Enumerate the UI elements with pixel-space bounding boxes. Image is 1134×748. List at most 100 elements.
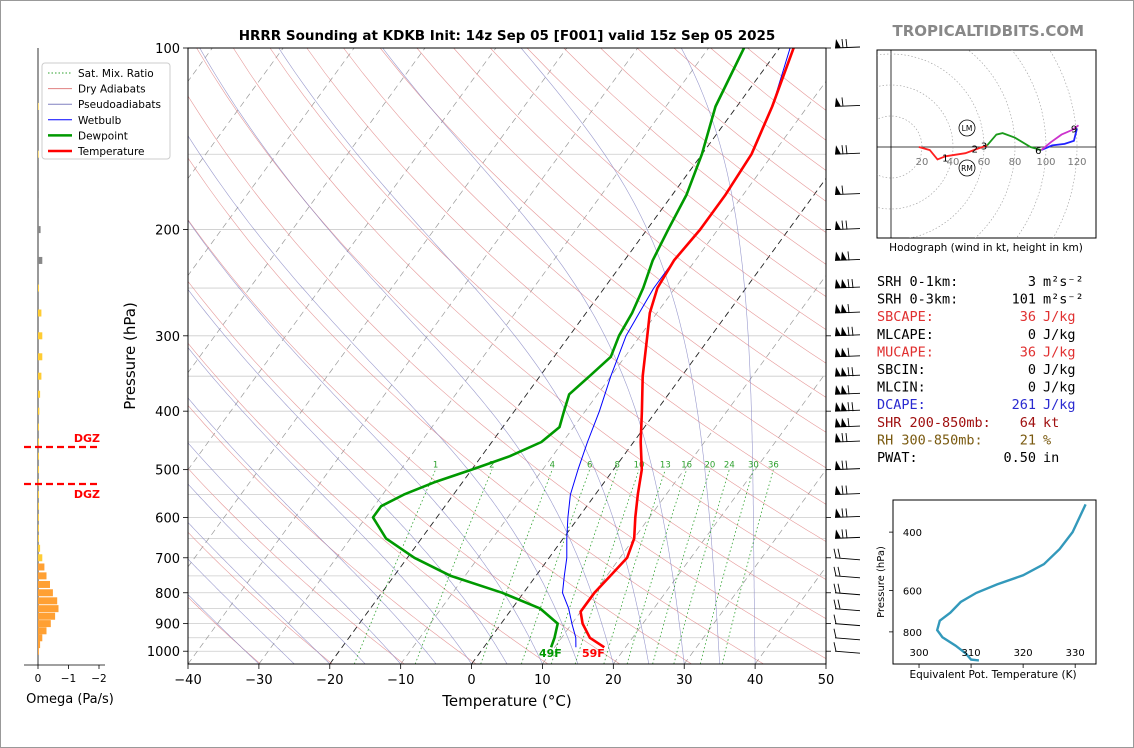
wind-barb	[834, 251, 861, 261]
isotherm	[471, 177, 826, 664]
theta-x-tick-label: 320	[1014, 648, 1033, 659]
legend-label: Dry Adiabats	[78, 84, 146, 96]
index-label: MUCAPE:	[877, 344, 934, 360]
legend: Sat. Mix. Ratio Dry Adiabats Pseudoadiabat…	[41, 62, 171, 160]
index-label: SRH 0-3km:	[877, 292, 958, 308]
hodograph-height-label: 2	[972, 145, 978, 156]
omega-bar	[38, 452, 39, 460]
wind-barb	[834, 367, 861, 377]
mixing-ratio-line	[673, 469, 730, 664]
index-unit: J/kg	[1043, 397, 1076, 413]
omega-bar	[38, 589, 53, 597]
isotherm	[188, 48, 638, 664]
hodograph-ring	[1049, 50, 1078, 238]
wind-barb	[833, 614, 861, 627]
omega-xlabel: Omega (Pa/s)	[26, 692, 114, 707]
wind-barb	[834, 303, 861, 314]
omega-bar	[38, 284, 39, 292]
wind-barb	[833, 628, 861, 641]
hodograph-ring	[877, 84, 954, 210]
omega-bar	[38, 641, 41, 649]
index-value: 36	[1020, 344, 1036, 360]
mixing-ratio-line	[603, 469, 666, 664]
dry-adiabat	[343, 48, 826, 469]
theta-x-tick-label: 310	[962, 648, 981, 659]
theta-e-ylabel: Pressure (hPa)	[876, 546, 887, 618]
mixing-ratio-label: 6	[587, 461, 592, 471]
pseudo-adiabat	[188, 347, 472, 664]
wind-barb	[834, 185, 861, 196]
y-tick-label: 200	[155, 224, 180, 239]
index-label: PWAT:	[877, 450, 918, 466]
hodograph-height-label: 9	[1071, 124, 1077, 135]
y-tick-label: 700	[155, 552, 180, 567]
dry-adiabat	[306, 48, 826, 505]
pseudo-adiabat	[188, 442, 401, 664]
wind-barb	[833, 642, 861, 654]
isotherm	[188, 48, 568, 568]
omega-bar	[38, 256, 43, 264]
wind-barb	[834, 418, 861, 428]
wind-barb	[834, 432, 861, 443]
hodograph-caption: Hodograph (wind in kt, height in km)	[889, 242, 1083, 254]
omega-bar	[38, 150, 39, 158]
pseudo-adiabat	[278, 48, 650, 664]
index-label: SRH 0-1km:	[877, 274, 958, 290]
dewpoint-line	[371, 48, 746, 648]
mixing-ratio-label: 10	[634, 461, 645, 471]
pseudo-adiabat	[520, 48, 720, 664]
isotherm	[188, 48, 355, 277]
dry-adiabat	[490, 48, 826, 330]
legend-label: Wetbulb	[78, 115, 122, 127]
index-value: 0	[1028, 327, 1036, 343]
dry-adiabat	[233, 48, 826, 580]
hodograph-ring-label: 120	[1067, 157, 1086, 168]
index-label: MLCIN:	[877, 380, 926, 396]
hodograph-trace	[918, 146, 946, 161]
omega-bar	[38, 647, 39, 655]
dry-adiabat	[188, 95, 826, 659]
omega-bar	[38, 102, 39, 110]
theta-x-tick-label: 300	[909, 648, 928, 659]
omega-bar	[38, 332, 43, 340]
mixing-ratio-label: 30	[748, 461, 759, 471]
omega-bar	[38, 605, 59, 613]
dry-adiabat	[379, 48, 826, 433]
pseudo-adiabat	[188, 135, 579, 664]
pseudo-adiabat	[382, 48, 685, 664]
omega-bar	[38, 563, 45, 571]
mixing-ratio-label: 20	[705, 461, 716, 471]
hodograph-ring-label: 40	[947, 157, 960, 168]
omega-panel: DGZ DGZ 0 −1 −2 Omega (Pa/s)	[24, 48, 114, 707]
mixing-ratio-label: 4	[550, 461, 555, 471]
omega-tick-label: −1	[61, 673, 76, 685]
index-label: SBCIN:	[877, 362, 926, 378]
theta-e-panel: 300 310 320 330 400 600 800 Equivalent Pot. Te…	[876, 499, 1097, 681]
x-tick-label: 20	[605, 673, 622, 688]
skewt-x-ticks: −40 −30 −20 −10 0 10 20 30 40 50	[174, 664, 834, 688]
pseudo-adiabat	[199, 48, 614, 664]
wind-barb	[834, 529, 861, 539]
pseudo-adiabat	[188, 288, 508, 664]
hodograph-trace	[986, 132, 1042, 151]
dry-adiabat	[196, 48, 826, 619]
omega-tick-label: 0	[35, 673, 42, 685]
skewt-ylabel: Pressure (hPa)	[121, 302, 139, 410]
dry-adiabat	[188, 596, 261, 664]
theta-e-frame	[892, 499, 1097, 665]
legend-label: Dewpoint	[78, 130, 128, 142]
omega-bar	[38, 627, 47, 635]
pseudo-adiabat	[188, 558, 295, 664]
x-tick-label: 40	[747, 673, 764, 688]
pseudo-adiabat	[681, 48, 756, 664]
x-tick-label: 50	[818, 673, 835, 688]
left-mover-label: LM	[962, 124, 973, 133]
wind-barb	[834, 220, 861, 231]
theta-y-tick-label: 400	[903, 528, 922, 539]
omega-bar	[38, 580, 50, 588]
hodograph-panel: 20 40 60 80 100 120 1 2 3 6 9 LM RM Hodograph (wind…	[876, 49, 1097, 254]
isotherm	[188, 48, 284, 180]
y-tick-label: 900	[155, 618, 180, 633]
wind-barb	[834, 385, 861, 395]
mixing-ratio-line	[550, 469, 618, 664]
